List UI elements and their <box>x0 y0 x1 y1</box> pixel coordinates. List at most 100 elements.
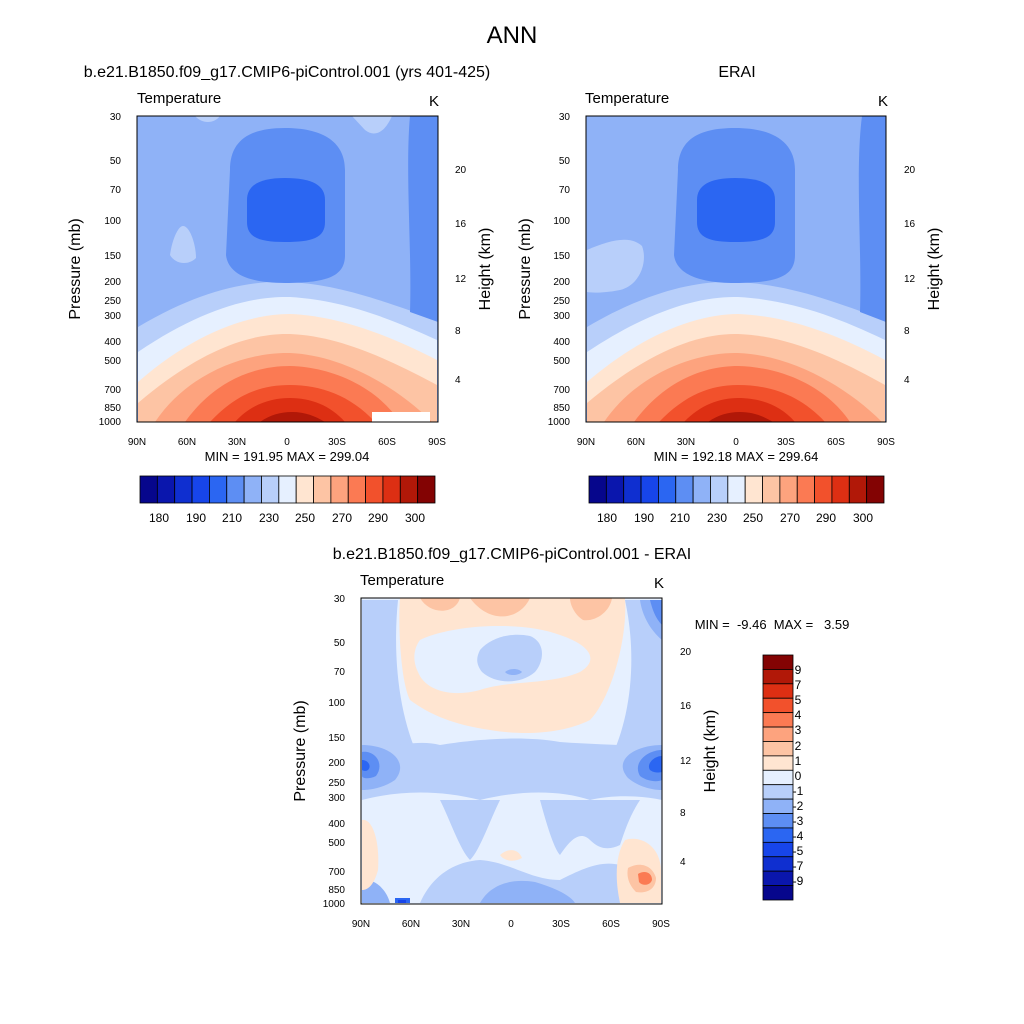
panel-obs-plot <box>585 115 887 423</box>
y-right-tick: 12 <box>455 274 467 285</box>
panel-diff-y-ticks: 30 50 70 100 150 200 250 300 400 500 700… <box>323 594 346 910</box>
x-tick: 60N <box>402 919 420 930</box>
y-tick: 300 <box>328 793 345 804</box>
y-tick: 250 <box>328 778 345 789</box>
colorbar-label: 2 <box>795 739 802 753</box>
colorbar-label: 190 <box>186 511 206 525</box>
y-right-tick: 4 <box>904 375 910 386</box>
y-tick: 400 <box>104 337 121 348</box>
panel-diff: b.e21.B1850.f09_g17.CMIP6-piControl.001 … <box>292 546 849 930</box>
colorbar-swatch <box>831 475 850 504</box>
colorbar-swatch <box>727 475 746 504</box>
colorbar-swatch <box>762 741 794 757</box>
y-tick: 200 <box>328 758 345 769</box>
colorbar-swatch <box>692 475 711 504</box>
panel-diff-title: b.e21.B1850.f09_g17.CMIP6-piControl.001 … <box>333 546 691 563</box>
colorbar-swatch <box>762 784 794 800</box>
x-tick: 90S <box>428 437 446 448</box>
panel-model-x-ticks: 90N 60N 30N 0 30S 60S 90S <box>128 437 446 448</box>
y-tick: 500 <box>328 838 345 849</box>
colorbar-label: 290 <box>368 511 388 525</box>
panel-diff-colorbar-labels: 9 7 5 4 3 2 1 0 -1 -2 -3 -4 -5 -7 -9 <box>793 663 804 888</box>
y-tick: 700 <box>328 867 345 878</box>
panel-diff-ylabel-right: Height (km) <box>702 710 719 793</box>
colorbar-swatch <box>762 712 794 728</box>
colorbar-swatch <box>330 475 349 504</box>
x-tick: 0 <box>284 437 290 448</box>
x-tick: 30S <box>777 437 795 448</box>
x-tick: 60S <box>827 437 845 448</box>
panel-obs-units: K <box>878 93 888 110</box>
colorbar-label: 180 <box>597 511 617 525</box>
x-tick: 60N <box>178 437 196 448</box>
colorbar-swatch <box>623 475 642 504</box>
x-tick: 0 <box>733 437 739 448</box>
y-tick: 100 <box>328 698 345 709</box>
y-tick: 150 <box>104 251 121 262</box>
panel-diff-units: K <box>654 575 664 592</box>
colorbar-swatch <box>675 475 694 504</box>
colorbar-label: 230 <box>259 511 279 525</box>
panel-obs-variable: Temperature <box>585 90 669 107</box>
colorbar-label: -3 <box>793 814 804 828</box>
panel-model-title: b.e21.B1850.f09_g17.CMIP6-piControl.001 … <box>84 64 490 81</box>
x-tick: 60S <box>602 919 620 930</box>
colorbar-swatch <box>156 475 176 504</box>
colorbar-label: -1 <box>793 784 804 798</box>
colorbar-swatch <box>278 475 297 504</box>
y-tick: 1000 <box>548 417 571 428</box>
y-right-tick: 20 <box>680 647 692 658</box>
colorbar-swatch <box>814 475 833 504</box>
colorbar-swatch <box>382 475 401 504</box>
y-tick: 150 <box>328 733 345 744</box>
y-tick: 250 <box>104 296 121 307</box>
colorbar-label: 4 <box>795 708 802 722</box>
panel-diff-plot <box>360 597 663 905</box>
panel-diff-y-right-ticks: 20 16 12 8 4 <box>680 647 692 868</box>
y-right-tick: 20 <box>455 165 467 176</box>
y-tick: 200 <box>553 277 570 288</box>
colorbar-swatch <box>605 475 625 504</box>
panel-model-units: K <box>429 93 439 110</box>
panel-diff-colorbar <box>762 654 794 901</box>
colorbar-swatch <box>640 475 659 504</box>
x-tick: 60N <box>627 437 645 448</box>
colorbar-swatch <box>588 475 607 504</box>
y-tick: 250 <box>553 296 570 307</box>
panel-model-plot <box>136 115 439 423</box>
colorbar-label: 7 <box>795 678 802 692</box>
y-right-tick: 8 <box>904 326 910 337</box>
panel-obs-title: ERAI <box>718 64 755 81</box>
colorbar-label: -4 <box>793 829 804 843</box>
panel-model-colorbar-labels: 180 190 210 230 250 270 290 300 <box>149 511 425 525</box>
colorbar-swatch <box>295 475 314 504</box>
y-tick: 100 <box>553 216 570 227</box>
colorbar-label: 210 <box>670 511 690 525</box>
y-right-tick: 8 <box>455 326 461 337</box>
colorbar-swatch <box>365 475 384 504</box>
panel-obs-y-ticks: 30 50 70 100 150 200 250 300 400 500 700… <box>548 112 571 428</box>
x-tick: 90N <box>128 437 146 448</box>
colorbar-label: -9 <box>793 874 804 888</box>
y-tick: 700 <box>553 385 570 396</box>
panel-diff-ylabel: Pressure (mb) <box>292 700 309 801</box>
panel-diff-variable: Temperature <box>360 572 444 589</box>
colorbar-swatch <box>261 475 280 504</box>
colorbar-label: 250 <box>295 511 315 525</box>
y-right-tick: 20 <box>904 165 916 176</box>
colorbar-label: 210 <box>222 511 242 525</box>
panel-obs-x-ticks: 90N 60N 30N 0 30S 60S 90S <box>577 437 895 448</box>
colorbar-swatch <box>762 856 794 872</box>
y-tick: 50 <box>334 638 346 649</box>
panel-obs-colorbar-labels: 180 190 210 230 250 270 290 300 <box>597 511 873 525</box>
colorbar-label: 180 <box>149 511 169 525</box>
x-tick: 90N <box>577 437 595 448</box>
colorbar-swatch <box>762 885 794 901</box>
colorbar-swatch <box>762 827 794 843</box>
colorbar-label: 290 <box>816 511 836 525</box>
panel-model-y-right-ticks: 20 16 12 8 4 <box>455 165 467 386</box>
colorbar-swatch <box>417 475 436 504</box>
y-right-tick: 4 <box>455 375 461 386</box>
colorbar-swatch <box>762 697 794 714</box>
y-right-tick: 12 <box>680 756 692 767</box>
